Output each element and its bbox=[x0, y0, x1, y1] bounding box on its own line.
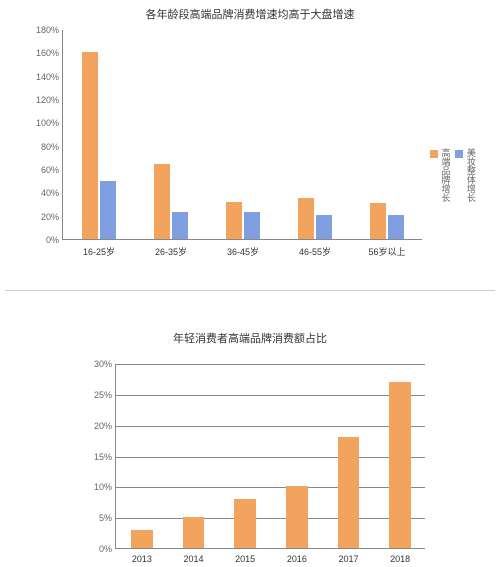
y-tick: 100% bbox=[36, 118, 63, 128]
bar bbox=[82, 52, 98, 239]
bar bbox=[154, 164, 170, 239]
y-tick: 60% bbox=[41, 165, 63, 175]
x-tick: 2017 bbox=[338, 548, 358, 564]
y-tick: 120% bbox=[36, 95, 63, 105]
x-tick: 26-35岁 bbox=[155, 239, 187, 258]
bar bbox=[370, 203, 386, 239]
y-tick: 10% bbox=[94, 482, 116, 492]
legend-swatch bbox=[455, 150, 463, 158]
bar bbox=[338, 437, 360, 548]
gridline bbox=[116, 364, 425, 365]
bar bbox=[234, 499, 256, 548]
x-tick: 46-55岁 bbox=[299, 239, 331, 258]
y-tick: 15% bbox=[94, 452, 116, 462]
x-tick: 36-45岁 bbox=[227, 239, 259, 258]
x-tick: 2016 bbox=[287, 548, 307, 564]
page: 各年龄段高端品牌消费增速均高于大盘增速 0%20%40%60%80%100%12… bbox=[0, 0, 500, 567]
chart1-title: 各年龄段高端品牌消费增速均高于大盘增速 bbox=[0, 0, 500, 22]
legend-label: 高端品牌增长 bbox=[440, 148, 449, 202]
bar bbox=[100, 181, 116, 239]
y-tick: 160% bbox=[36, 48, 63, 58]
bar bbox=[131, 530, 153, 549]
bar bbox=[389, 382, 411, 549]
y-tick: 0% bbox=[99, 544, 116, 554]
bar bbox=[226, 202, 242, 239]
x-tick: 2018 bbox=[390, 548, 410, 564]
chart1-plot: 0%20%40%60%80%100%120%140%160%180%16-25岁… bbox=[62, 30, 422, 240]
bar bbox=[316, 215, 332, 240]
bar bbox=[244, 212, 260, 239]
y-tick: 140% bbox=[36, 72, 63, 82]
gridline bbox=[116, 487, 425, 488]
legend-label: 美妆整体增长 bbox=[465, 148, 474, 202]
legend-swatch bbox=[430, 150, 438, 158]
x-tick: 56岁以上 bbox=[368, 239, 405, 258]
chart-age-groups: 各年龄段高端品牌消费增速均高于大盘增速 0%20%40%60%80%100%12… bbox=[0, 0, 500, 22]
y-tick: 40% bbox=[41, 188, 63, 198]
bar bbox=[183, 517, 205, 548]
y-tick: 180% bbox=[36, 25, 63, 35]
x-tick: 2015 bbox=[235, 548, 255, 564]
chart1-legend: 高端品牌增长 美妆整体增长 bbox=[430, 145, 481, 202]
y-tick: 0% bbox=[46, 235, 63, 245]
panel-divider bbox=[5, 290, 495, 291]
gridline bbox=[116, 426, 425, 427]
legend-item: 高端品牌增长 bbox=[430, 148, 449, 202]
gridline bbox=[116, 457, 425, 458]
x-tick: 2013 bbox=[132, 548, 152, 564]
chart2-title: 年轻消费者高端品牌消费额占比 bbox=[0, 330, 500, 346]
y-tick: 20% bbox=[94, 421, 116, 431]
y-tick: 25% bbox=[94, 390, 116, 400]
x-tick: 16-25岁 bbox=[83, 239, 115, 258]
bar bbox=[388, 215, 404, 240]
bar bbox=[286, 486, 308, 548]
bar bbox=[298, 198, 314, 239]
y-tick: 30% bbox=[94, 359, 116, 369]
gridline bbox=[116, 395, 425, 396]
bar bbox=[172, 212, 188, 239]
x-tick: 2014 bbox=[183, 548, 203, 564]
gridline bbox=[116, 518, 425, 519]
legend-item: 美妆整体增长 bbox=[455, 148, 474, 202]
chart2-plot: 0%5%10%15%20%25%30%201320142015201620172… bbox=[115, 364, 425, 549]
y-tick: 20% bbox=[41, 212, 63, 222]
y-tick: 5% bbox=[99, 513, 116, 523]
y-tick: 80% bbox=[41, 142, 63, 152]
